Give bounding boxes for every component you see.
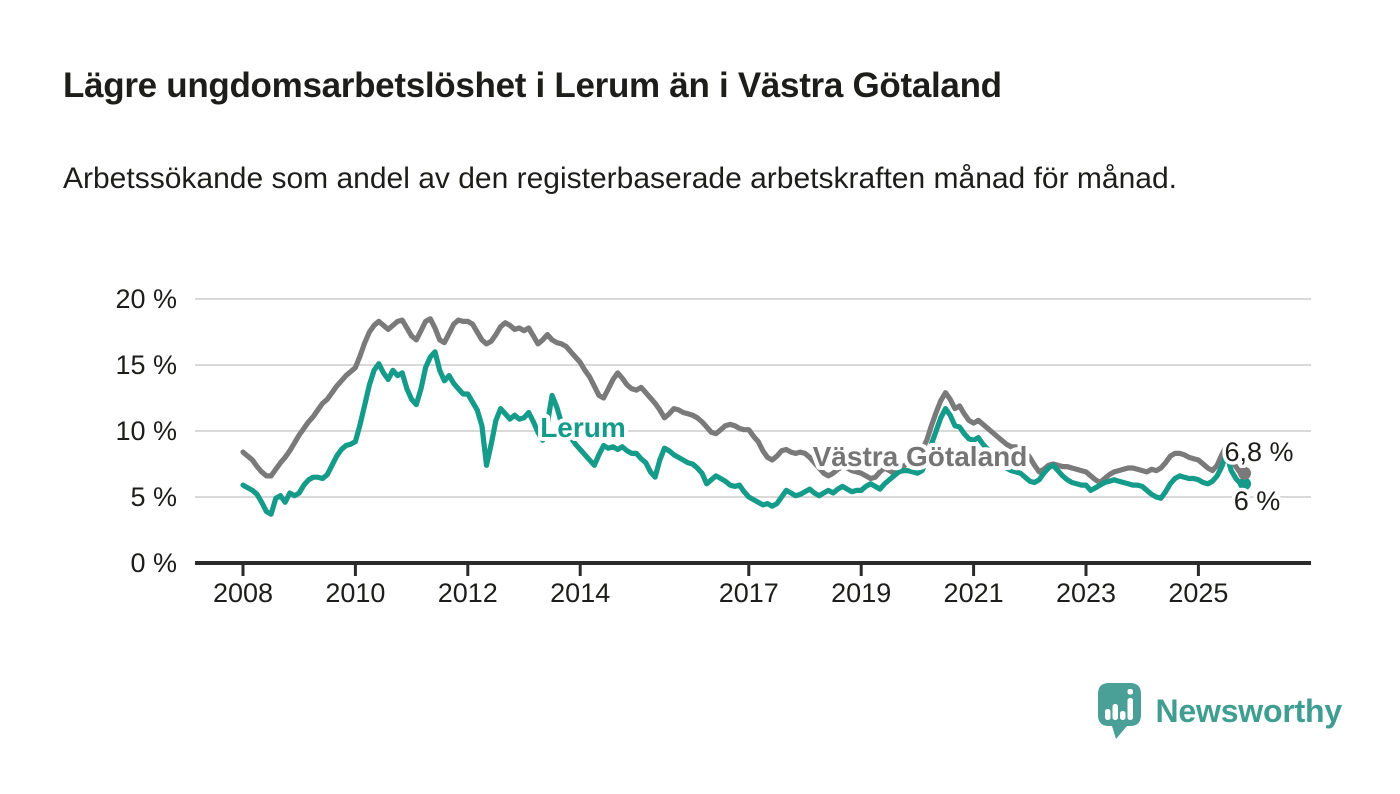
end-value-label-vastra-gotaland: 6,8 %	[1224, 437, 1293, 467]
series-end-dot-lerum	[1238, 477, 1252, 491]
y-tick-label-5: 5 %	[130, 482, 177, 512]
series-label-vastra-gotaland: Västra Götaland	[813, 441, 1028, 472]
newsworthy-icon	[1097, 683, 1141, 739]
series-end-dot-vastra-gotaland	[1238, 466, 1252, 480]
chart-subtitle: Arbetssökande som andel av den registerb…	[63, 162, 1177, 195]
x-tick-label-2021: 2021	[944, 578, 1004, 608]
y-tick-label-20: 20 %	[115, 284, 177, 314]
chart-title: Lägre ungdomsarbetslöshet i Lerum än i V…	[63, 66, 1002, 105]
y-tick-label-15: 15 %	[115, 350, 177, 380]
x-tick-label-2012: 2012	[438, 578, 498, 608]
x-tick-label-2025: 2025	[1168, 578, 1228, 608]
series-line-lerum	[240, 349, 1244, 517]
y-tick-label-0: 0 %	[130, 548, 177, 578]
x-tick-label-2023: 2023	[1056, 578, 1116, 608]
x-tick-label-2008: 2008	[213, 578, 273, 608]
series-line-vastra-gotaland	[240, 316, 1244, 486]
newsworthy-logo: Newsworthy	[1096, 682, 1343, 740]
end-value-label-lerum: 6 %	[1234, 486, 1281, 516]
series-label-lerum: Lerum	[540, 412, 626, 443]
x-tick-label-2017: 2017	[719, 578, 779, 608]
x-tick-label-2014: 2014	[550, 578, 610, 608]
newsworthy-brand-text: Newsworthy	[1155, 692, 1343, 729]
y-tick-label-10: 10 %	[115, 416, 177, 446]
x-tick-label-2019: 2019	[831, 578, 891, 608]
x-tick-label-2010: 2010	[325, 578, 385, 608]
